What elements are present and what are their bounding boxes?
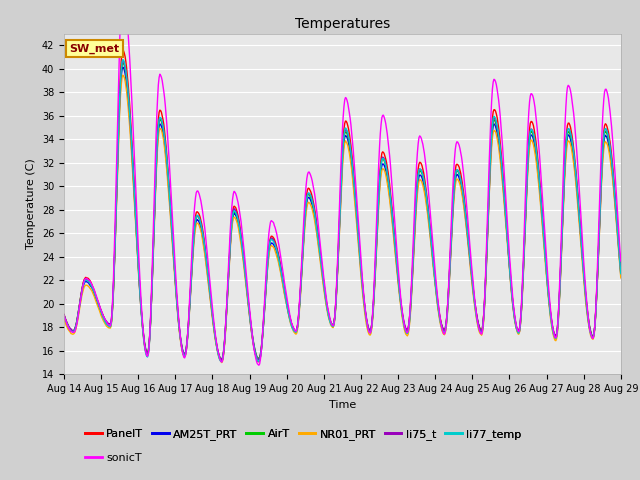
Text: SW_met: SW_met [70,44,120,54]
Title: Temperatures: Temperatures [295,17,390,31]
Y-axis label: Temperature (C): Temperature (C) [26,158,36,250]
X-axis label: Time: Time [329,400,356,409]
Legend: PanelT, AM25T_PRT, AirT, NR01_PRT, li75_t, li77_temp: PanelT, AM25T_PRT, AirT, NR01_PRT, li75_… [81,424,526,444]
